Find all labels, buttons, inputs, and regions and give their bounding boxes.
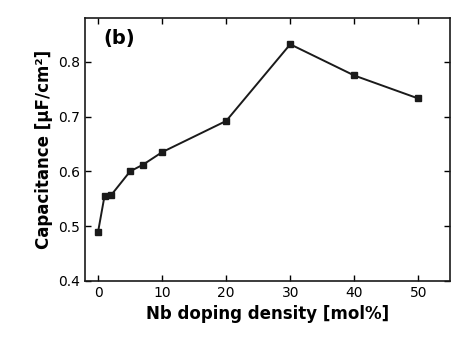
- Y-axis label: Capacitance [μF/cm²]: Capacitance [μF/cm²]: [35, 50, 53, 249]
- X-axis label: Nb doping density [mol%]: Nb doping density [mol%]: [146, 305, 389, 323]
- Text: (b): (b): [103, 28, 135, 48]
